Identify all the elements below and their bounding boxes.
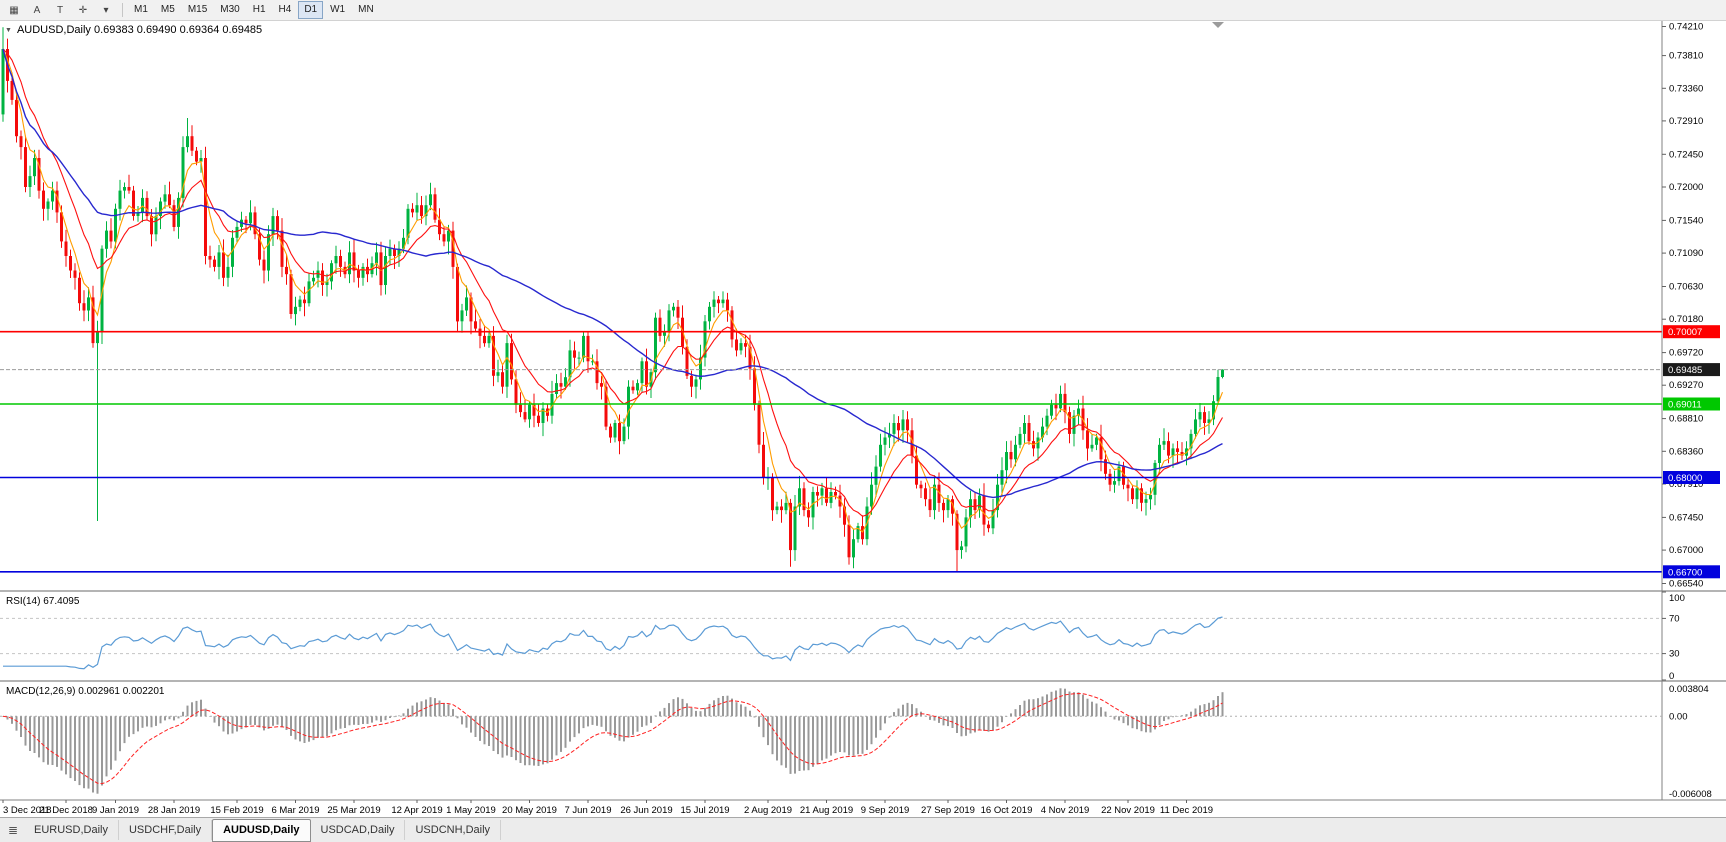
price-label-0.70007-text: 0.70007 xyxy=(1668,327,1702,338)
crosshair-tool[interactable]: ✛ xyxy=(78,4,88,16)
chart-tab-eurusd-daily[interactable]: EURUSD,Daily xyxy=(24,820,119,840)
svg-text:0.70630: 0.70630 xyxy=(1669,282,1703,293)
current-price-label-text: 0.69485 xyxy=(1668,365,1702,376)
svg-text:0.69720: 0.69720 xyxy=(1669,348,1703,359)
chart-tab-audusd-daily[interactable]: AUDUSD,Daily xyxy=(212,818,311,842)
svg-text:0: 0 xyxy=(1669,671,1674,682)
price-scale[interactable]: 0.74210 0.73810 0.73360 0.72910 0.72450 0.720… xyxy=(1661,20,1703,800)
svg-text:21 Dec 2018: 21 Dec 2018 xyxy=(39,805,93,816)
price-label-0.68000-text: 0.68000 xyxy=(1668,473,1702,484)
svg-text:0.74210: 0.74210 xyxy=(1669,22,1703,33)
svg-text:9 Jan 2019: 9 Jan 2019 xyxy=(92,805,139,816)
svg-text:0.68810: 0.68810 xyxy=(1669,414,1703,425)
svg-text:26 Jun 2019: 26 Jun 2019 xyxy=(620,805,672,816)
svg-text:27 Sep 2019: 27 Sep 2019 xyxy=(921,805,975,816)
svg-text:25 Mar 2019: 25 Mar 2019 xyxy=(327,805,380,816)
macd-label: MACD(12,26,9) 0.002961 0.002201 xyxy=(6,686,165,697)
svg-text:0.72000: 0.72000 xyxy=(1669,182,1703,193)
price-label-0.69011 xyxy=(1663,397,1720,411)
svg-text:30: 30 xyxy=(1669,649,1680,660)
toolbar-separator xyxy=(122,3,123,17)
chart-tab-usdchf-daily[interactable]: USDCHF,Daily xyxy=(119,820,213,840)
price-label-0.68000 xyxy=(1663,471,1720,484)
svg-text:0.67450: 0.67450 xyxy=(1669,512,1703,523)
timeframe-button-m30[interactable]: M30 xyxy=(220,4,240,15)
chart-shift-marker[interactable] xyxy=(1212,22,1224,28)
svg-text:2 Aug 2019: 2 Aug 2019 xyxy=(744,805,792,816)
svg-text:6 Mar 2019: 6 Mar 2019 xyxy=(271,805,319,816)
svg-text:16 Oct 2019: 16 Oct 2019 xyxy=(981,805,1033,816)
timeframe-button-m15[interactable]: M15 xyxy=(187,4,208,15)
svg-text:0.73360: 0.73360 xyxy=(1669,83,1703,94)
svg-text:21 Aug 2019: 21 Aug 2019 xyxy=(800,805,853,816)
macd-signal-line xyxy=(2,692,1223,785)
rsi-label: RSI(14) 67.4095 xyxy=(6,596,80,607)
svg-text:12 Apr 2019: 12 Apr 2019 xyxy=(391,805,442,816)
svg-text:28 Jan 2019: 28 Jan 2019 xyxy=(148,805,200,816)
timeframe-button-w1[interactable]: W1 xyxy=(330,4,346,15)
svg-text:0.71090: 0.71090 xyxy=(1669,248,1703,259)
ma-5-line xyxy=(2,48,1224,533)
macd-panel: MACD(12,26,9) 0.002961 0.002201 0.003804 0… xyxy=(0,684,1712,800)
text-tool[interactable]: T xyxy=(56,4,64,16)
chart-window-icon[interactable]: ▦ xyxy=(9,4,19,16)
svg-text:11 Dec 2019: 11 Dec 2019 xyxy=(1160,805,1213,816)
svg-text:9 Sep 2019: 9 Sep 2019 xyxy=(861,805,910,816)
rsi-panel: RSI(14) 67.4095 100 70 30 0 xyxy=(0,591,1685,682)
svg-text:0.67910: 0.67910 xyxy=(1669,479,1703,490)
svg-text:0.71540: 0.71540 xyxy=(1669,215,1703,226)
svg-text:0.69270: 0.69270 xyxy=(1669,380,1703,391)
ma-50-line xyxy=(2,48,1223,499)
symbol-dropdown-icon[interactable]: ▼ xyxy=(5,26,12,34)
svg-text:15 Feb 2019: 15 Feb 2019 xyxy=(210,805,263,816)
svg-text:0.66540: 0.66540 xyxy=(1669,579,1703,590)
svg-text:0.68360: 0.68360 xyxy=(1669,446,1703,457)
macd-histogram xyxy=(2,688,1224,794)
chart-canvas[interactable]: 0.74210 0.73810 0.73360 0.72910 0.72450 0.720… xyxy=(0,20,1726,818)
price-label-0.66700 xyxy=(1663,565,1720,579)
price-label-0.69011-text: 0.69011 xyxy=(1668,400,1702,411)
timeframe-button-m1[interactable]: M1 xyxy=(134,4,148,15)
svg-text:-0.006008: -0.006008 xyxy=(1669,789,1712,800)
svg-text:3 Dec 2018: 3 Dec 2018 xyxy=(3,805,52,816)
price-label-0.66700-text: 0.66700 xyxy=(1668,567,1702,578)
svg-text:1 May 2019: 1 May 2019 xyxy=(446,805,496,816)
chart-list-icon[interactable]: ≣ xyxy=(7,823,19,837)
dropdown-caret-icon[interactable]: ▾ xyxy=(103,4,109,16)
svg-text:4 Nov 2019: 4 Nov 2019 xyxy=(1041,805,1090,816)
timeframe-button-h4[interactable]: H4 xyxy=(278,4,292,15)
svg-text:0.003804: 0.003804 xyxy=(1669,684,1709,695)
ohlc-readout-text: AUDUSD,Daily 0.69383 0.69490 0.69364 0.6… xyxy=(16,24,263,36)
chart-tab-bar: ≣ EURUSD,Daily USDCHF,Daily AUDUSD,Daily USD… xyxy=(0,817,1726,842)
svg-text:0.72450: 0.72450 xyxy=(1669,149,1703,160)
svg-text:0.72910: 0.72910 xyxy=(1669,116,1703,127)
timeframe-button-m5[interactable]: M5 xyxy=(160,4,175,15)
svg-text:0.70180: 0.70180 xyxy=(1669,314,1703,325)
svg-text:0.73810: 0.73810 xyxy=(1669,51,1703,62)
chart-tab-usdcad-daily[interactable]: USDCAD,Daily xyxy=(311,820,406,840)
toolbar: ▦ A T ✛ ▾ M1 M5 M15 M30 H1 H4 D1 W1 MN xyxy=(0,0,1726,21)
chart-tab-usdcnh-daily[interactable]: USDCNH,Daily xyxy=(405,820,502,840)
current-price-label xyxy=(1663,363,1720,377)
svg-text:0.67000: 0.67000 xyxy=(1669,545,1703,556)
annotation-a-tool[interactable]: A xyxy=(33,4,41,16)
timeframe-button-mn[interactable]: MN xyxy=(358,4,374,15)
svg-text:70: 70 xyxy=(1669,613,1680,624)
timeframe-button-d1[interactable]: D1 xyxy=(298,1,324,19)
svg-text:7 Jun 2019: 7 Jun 2019 xyxy=(564,805,611,816)
svg-text:20 May 2019: 20 May 2019 xyxy=(502,805,557,816)
svg-text:100: 100 xyxy=(1669,593,1685,604)
svg-text:0.00: 0.00 xyxy=(1669,711,1688,722)
svg-text:15 Jul 2019: 15 Jul 2019 xyxy=(680,805,729,816)
ma-13-line xyxy=(2,48,1223,517)
rsi-line xyxy=(3,616,1223,670)
ohlc-readout: ▼ AUDUSD,Daily 0.69383 0.69490 0.69364 0… xyxy=(5,24,262,36)
candles-layer xyxy=(1,27,1224,572)
svg-text:22 Nov 2019: 22 Nov 2019 xyxy=(1101,805,1155,816)
price-label-0.70007 xyxy=(1663,325,1720,339)
timeframe-button-h1[interactable]: H1 xyxy=(252,4,266,15)
